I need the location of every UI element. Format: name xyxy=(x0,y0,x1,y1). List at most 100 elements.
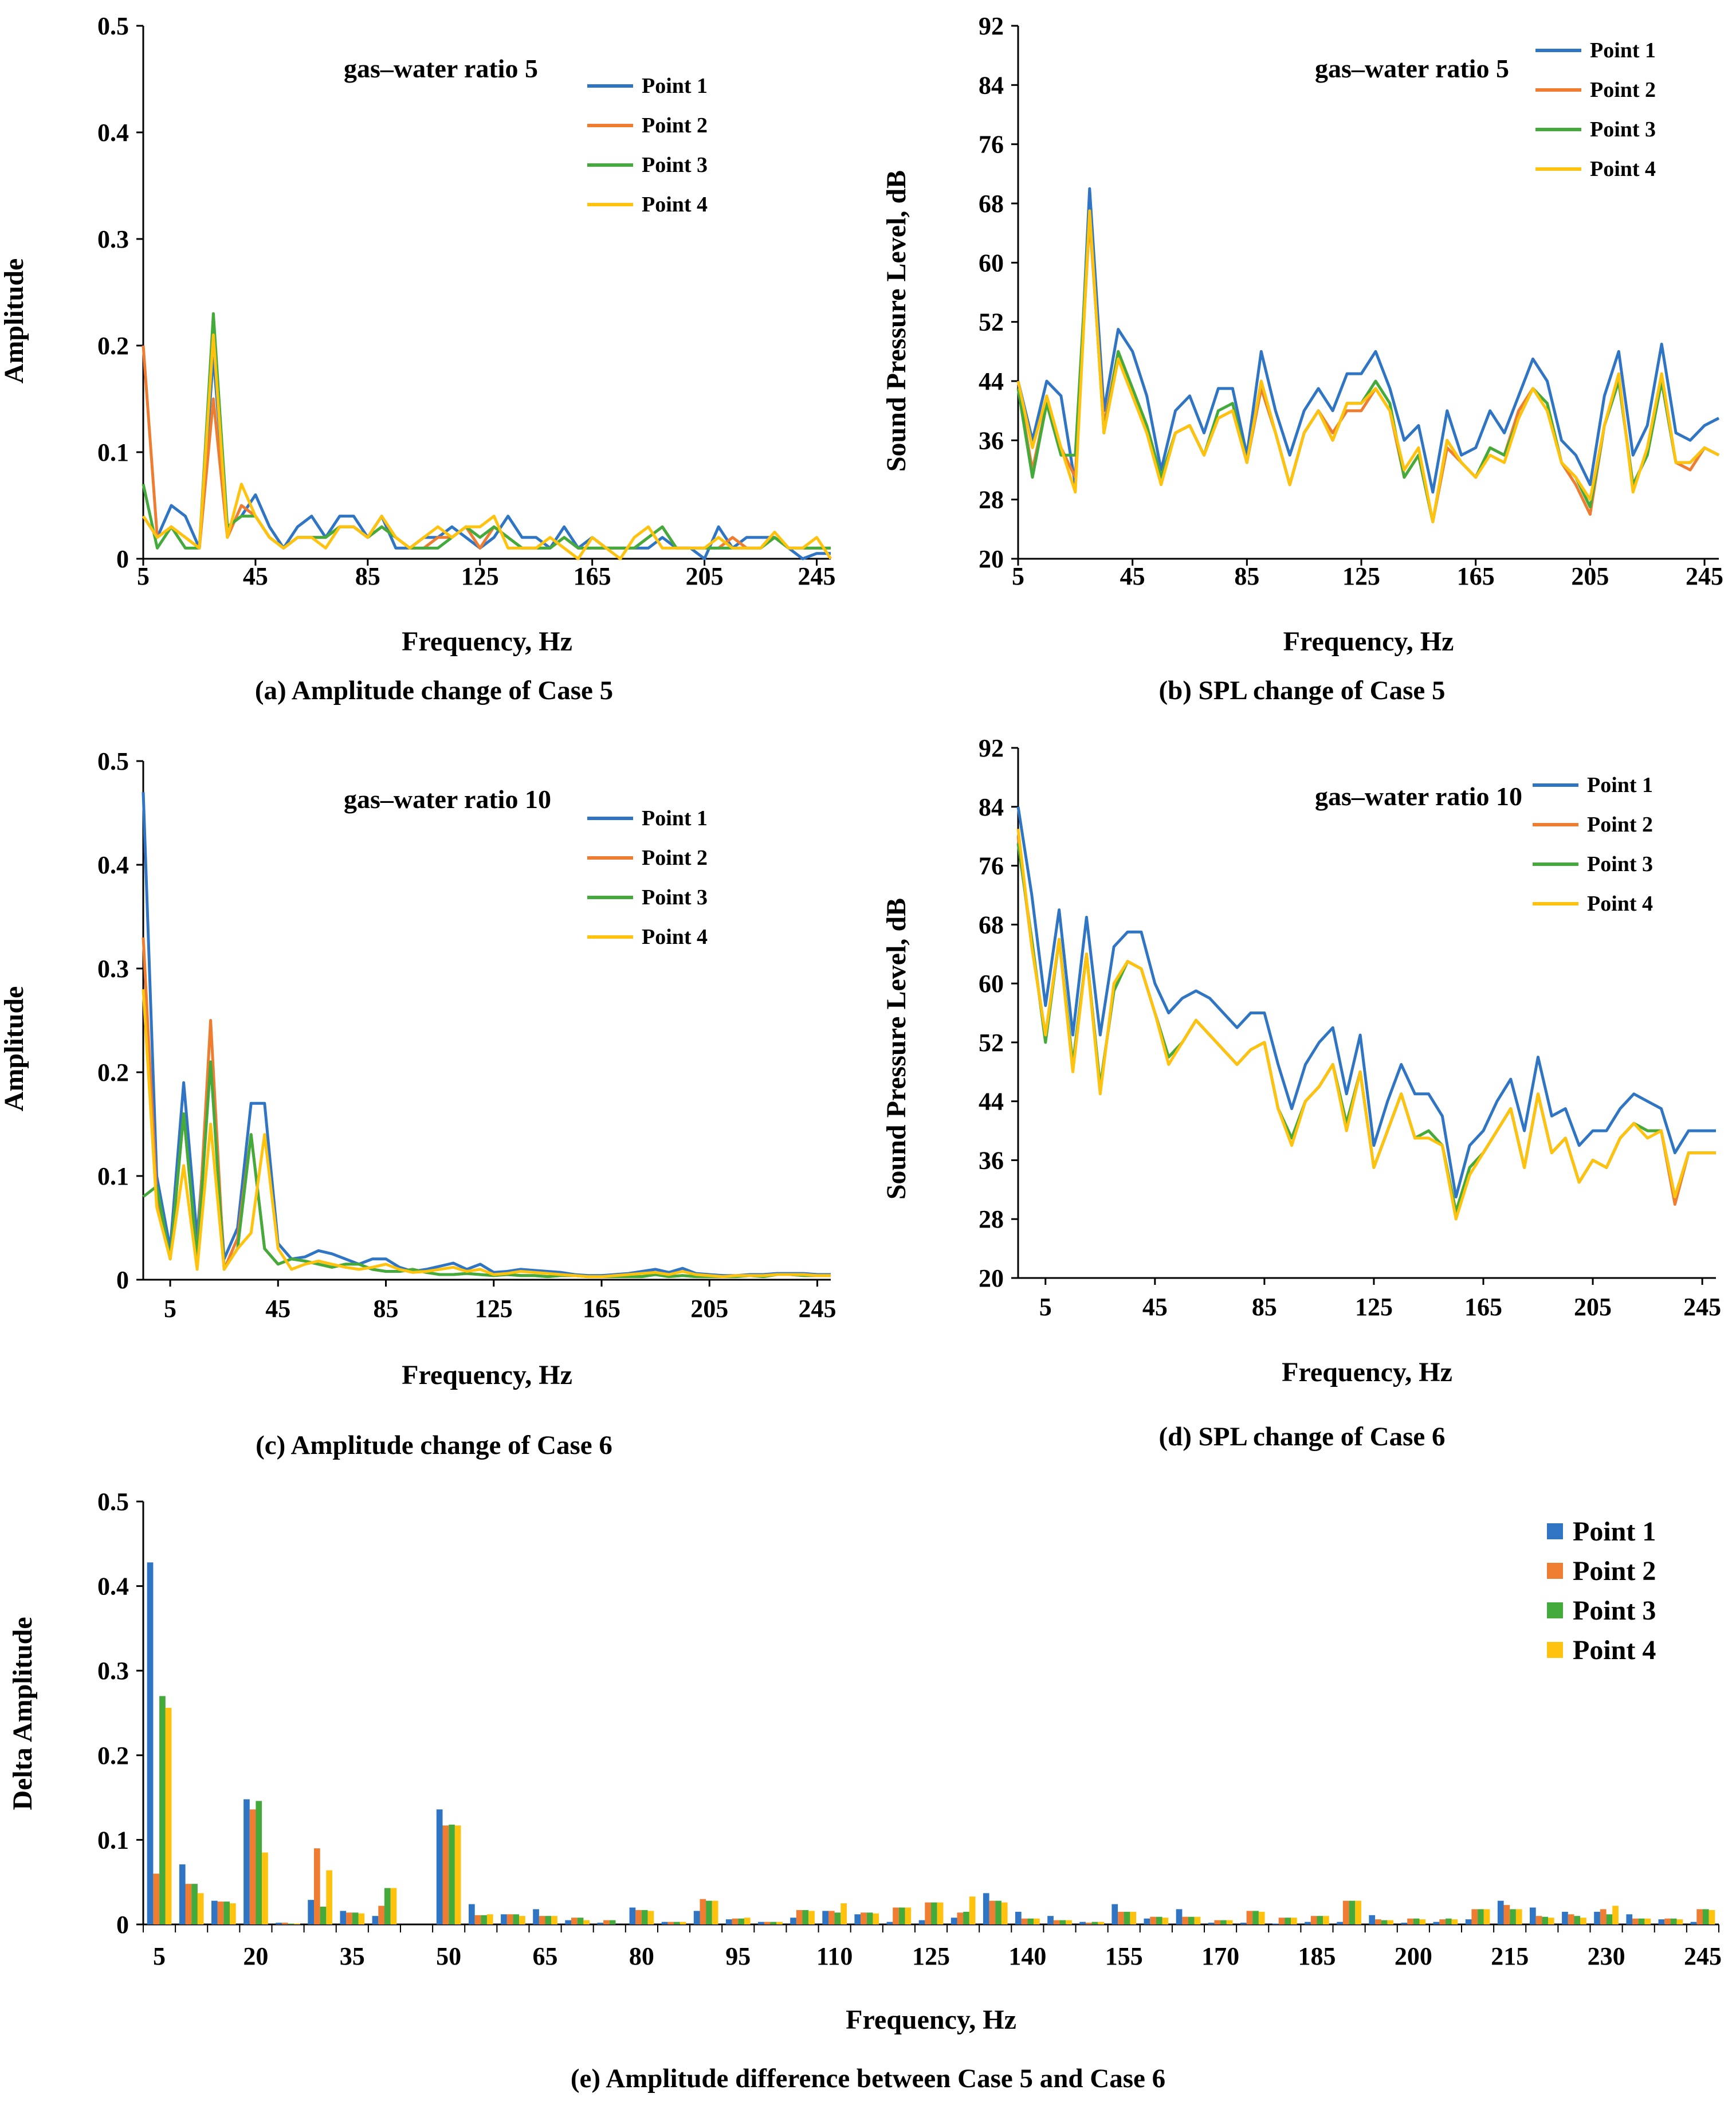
bar-point-1 xyxy=(822,1911,828,1924)
legend-label: Point 2 xyxy=(1587,813,1653,837)
bar-point-2 xyxy=(1053,1920,1060,1924)
y-tick-label: 0.2 xyxy=(97,332,129,360)
y-tick-label: 0.5 xyxy=(97,747,129,775)
panel-c-amplitude-case6: 0 0.1 0.2 0.3 0.4 0.5 5 45 85 125 165 205 245 gas–wat… xyxy=(0,728,868,1473)
bar-point-1 xyxy=(629,1907,636,1924)
y-tick-label: 0.1 xyxy=(97,1162,129,1190)
caption-d: (d) SPL change of Case 6 xyxy=(1158,1422,1446,1452)
bar-point-4 xyxy=(808,1911,815,1924)
legend-label: Point 4 xyxy=(1587,892,1653,916)
bar-point-2 xyxy=(442,1825,449,1924)
x-tick-label: 245 xyxy=(1683,1293,1721,1321)
panel-a-amplitude-case5: 0 0.1 0.2 0.3 0.4 0.5 5 45 85 125 165 205 245 gas–wat… xyxy=(0,0,868,713)
bar-point-3 xyxy=(449,1824,455,1924)
y-tick-label: 20 xyxy=(979,545,1004,573)
y-tick-label: 0.5 xyxy=(97,12,129,40)
chart-title: gas–water ratio 5 xyxy=(1315,54,1509,83)
x-tick-label: 5 xyxy=(1039,1293,1052,1321)
bar-point-3 xyxy=(898,1907,905,1924)
legend-label: Point 4 xyxy=(1573,1635,1656,1665)
series-line-point-4 xyxy=(142,333,832,560)
bar-point-1 xyxy=(1208,1923,1215,1924)
bar-point-1 xyxy=(501,1914,507,1924)
bar-point-1 xyxy=(1497,1900,1504,1924)
x-tick-label: 125 xyxy=(1342,562,1380,590)
bar-point-4 xyxy=(1548,1918,1554,1924)
x-tick-label: 185 xyxy=(1298,1942,1336,1970)
x-tick-label: 205 xyxy=(686,562,724,590)
bar-point-4 xyxy=(680,1922,686,1924)
x-tick-label: 5 xyxy=(153,1942,166,1970)
bar-point-1 xyxy=(951,1918,957,1924)
x-tick-label: 125 xyxy=(475,1295,513,1323)
bar-point-1 xyxy=(854,1914,861,1924)
bar-point-2 xyxy=(796,1910,803,1924)
y-tick-label: 28 xyxy=(979,486,1004,514)
series-line-point-2 xyxy=(142,937,831,1279)
bar-point-4 xyxy=(358,1913,365,1924)
legend-swatch xyxy=(1547,1602,1563,1618)
bar-point-4 xyxy=(1708,1910,1715,1924)
y-tick-label: 92 xyxy=(979,12,1004,40)
y-tick-label: 84 xyxy=(979,71,1004,99)
x-tick-label: 205 xyxy=(1571,562,1609,590)
bar-point-3 xyxy=(866,1912,873,1924)
caption-a: (a) Amplitude change of Case 5 xyxy=(254,676,614,705)
bar-point-3 xyxy=(931,1902,937,1924)
bar-point-4 xyxy=(262,1852,268,1924)
caption-e: (e) Amplitude difference between Case 5 … xyxy=(570,2064,1166,2093)
bar-point-4 xyxy=(1001,1902,1008,1924)
caption-c: (c) Amplitude change of Case 6 xyxy=(256,1430,612,1460)
bar-point-3 xyxy=(288,1923,294,1924)
bar-point-1 xyxy=(918,1920,925,1924)
bar-point-2 xyxy=(1664,1918,1671,1924)
bar-point-3 xyxy=(1285,1918,1291,1924)
bar-point-1 xyxy=(372,1916,379,1924)
legend-swatch xyxy=(1547,1563,1563,1579)
y-tick-label: 52 xyxy=(979,308,1004,336)
x-tick-label: 245 xyxy=(1686,562,1723,590)
bar-point-4 xyxy=(326,1870,332,1924)
bar-point-2 xyxy=(1375,1919,1381,1924)
bar-point-2 xyxy=(1696,1909,1703,1924)
bar-point-1 xyxy=(1369,1915,1376,1924)
bar-point-2 xyxy=(1342,1900,1349,1924)
bar-point-2 xyxy=(249,1809,256,1924)
bar-point-3 xyxy=(1542,1916,1548,1924)
bar-point-3 xyxy=(1317,1916,1323,1924)
legend-label: Point 4 xyxy=(1590,157,1656,181)
bar-point-4 xyxy=(165,1708,172,1924)
bar-point-3 xyxy=(1670,1918,1677,1924)
series-line-point-4 xyxy=(1016,209,1720,523)
legend-label: Point 1 xyxy=(1573,1516,1656,1547)
bar-point-2 xyxy=(1535,1916,1542,1924)
x-tick-label: 45 xyxy=(1142,1293,1168,1321)
bar-point-3 xyxy=(1124,1911,1130,1924)
x-tick-label: 125 xyxy=(912,1942,950,1970)
bar-point-4 xyxy=(1580,1918,1586,1924)
bar-point-2 xyxy=(1118,1911,1124,1924)
chart-c: 0 0.1 0.2 0.3 0.4 0.5 5 45 85 125 165 205 245 gas–wat… xyxy=(0,747,836,1390)
bar-point-3 xyxy=(1059,1920,1066,1924)
x-tick-label: 170 xyxy=(1201,1942,1239,1970)
bar-point-1 xyxy=(597,1923,604,1924)
y-tick-label: 0.3 xyxy=(97,955,129,983)
bar-point-4 xyxy=(551,1916,557,1924)
y-tick-label: 0.4 xyxy=(97,119,129,147)
bar-point-2 xyxy=(1150,1916,1156,1924)
bar-point-3 xyxy=(641,1910,648,1924)
x-tick-label: 205 xyxy=(690,1295,728,1323)
x-tick-label: 65 xyxy=(533,1942,558,1970)
x-tick-label: 230 xyxy=(1588,1942,1625,1970)
bar-point-2 xyxy=(1278,1918,1285,1924)
bar-point-3 xyxy=(1188,1916,1195,1924)
x-tick-label: 125 xyxy=(461,562,499,590)
y-axis-label: Delta Amplitude xyxy=(7,1617,38,1810)
bar-point-4 xyxy=(486,1914,493,1924)
bar-point-2 xyxy=(314,1848,320,1924)
bar-point-3 xyxy=(1606,1914,1613,1924)
bar-point-2 xyxy=(667,1922,674,1924)
bar-point-2 xyxy=(1214,1920,1221,1924)
legend-label: Point 2 xyxy=(1590,78,1656,102)
panel-b-spl-case5: 20 28 36 44 52 60 68 76 84 92 5 45 85 125 165 205 245 gas… xyxy=(868,0,1736,713)
